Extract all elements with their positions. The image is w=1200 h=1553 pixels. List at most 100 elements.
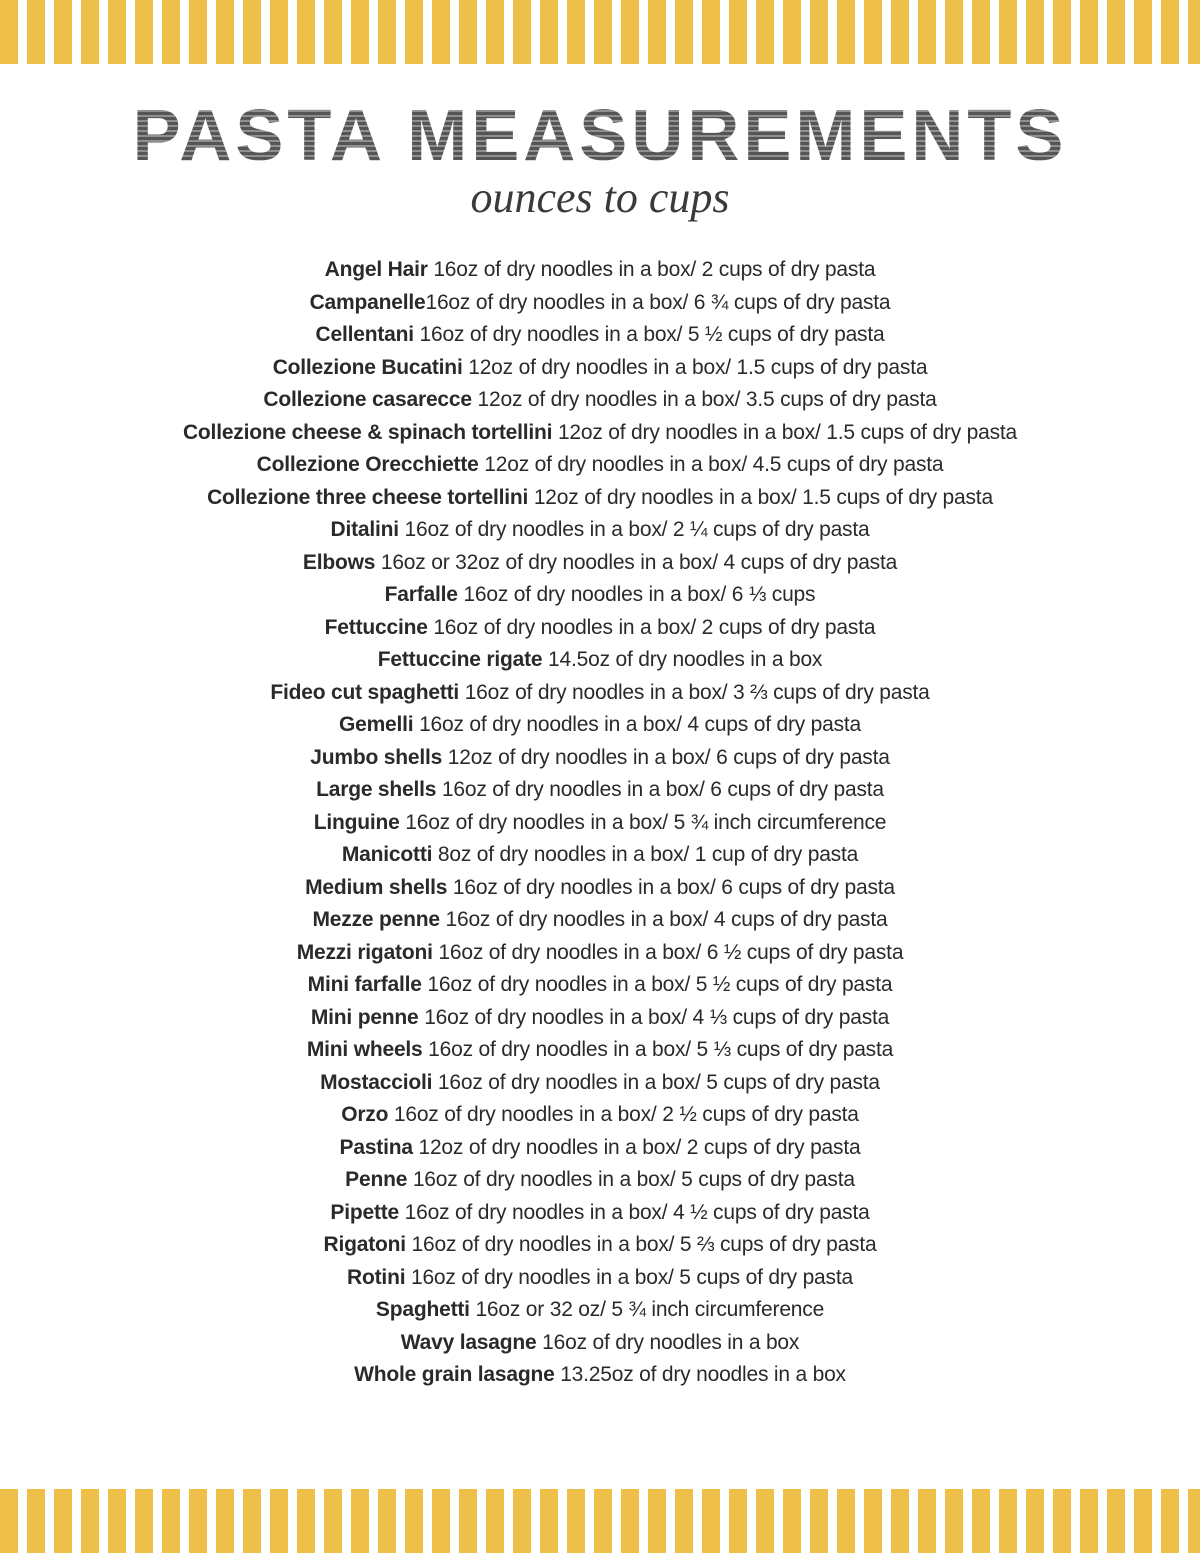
pasta-row: Pipette 16oz of dry noodles in a box/ 4 …	[60, 1197, 1140, 1230]
pasta-name: Fettuccine	[325, 616, 434, 639]
pasta-desc: 16oz of dry noodles in a box/ 2 cups of …	[433, 616, 875, 639]
pasta-desc: 16oz of dry noodles in a box/ 4 ⅓ cups o…	[424, 1006, 889, 1029]
pasta-row: Gemelli 16oz of dry noodles in a box/ 4 …	[60, 709, 1140, 742]
pasta-name: Collezione cheese & spinach tortellini	[183, 421, 558, 444]
pasta-name: Linguine	[314, 811, 406, 834]
pasta-row: Wavy lasagne 16oz of dry noodles in a bo…	[60, 1327, 1140, 1360]
pasta-row: Mezze penne 16oz of dry noodles in a box…	[60, 904, 1140, 937]
pasta-desc: 12oz of dry noodles in a box/ 2 cups of …	[418, 1136, 860, 1159]
pasta-desc: 12oz of dry noodles in a box/ 1.5 cups o…	[468, 356, 927, 379]
pasta-row: Collezione three cheese tortellini 12oz …	[60, 482, 1140, 515]
pasta-name: Elbows	[303, 551, 381, 574]
pasta-name: Fettuccine rigate	[378, 648, 548, 671]
pasta-desc: 16oz or 32oz of dry noodles in a box/ 4 …	[381, 551, 897, 574]
pasta-desc: 16oz of dry noodles in a box/ 5 ⅔ cups o…	[412, 1233, 877, 1256]
content-area: PASTA MEASUREMENTS ounces to cups Angel …	[0, 0, 1200, 1482]
pasta-row: Collezione cheese & spinach tortellini 1…	[60, 417, 1140, 450]
page-subtitle: ounces to cups	[60, 176, 1140, 220]
pasta-name: Rotini	[347, 1266, 411, 1289]
pasta-desc: 16oz of dry noodles in a box/ 4 cups of …	[419, 713, 861, 736]
pasta-name: Gemelli	[339, 713, 419, 736]
pasta-row: Manicotti 8oz of dry noodles in a box/ 1…	[60, 839, 1140, 872]
page-title: PASTA MEASUREMENTS	[133, 100, 1068, 172]
pasta-desc: 16oz of dry noodles in a box/ 4 cups of …	[445, 908, 887, 931]
pasta-name: Medium shells	[305, 876, 453, 899]
pasta-row: Farfalle 16oz of dry noodles in a box/ 6…	[60, 579, 1140, 612]
pasta-name: Fideo cut spaghetti	[270, 681, 464, 704]
pasta-name: Collezione casarecce	[263, 388, 477, 411]
pasta-row: Spaghetti 16oz or 32 oz/ 5 ¾ inch circum…	[60, 1294, 1140, 1327]
pasta-row: Fettuccine rigate 14.5oz of dry noodles …	[60, 644, 1140, 677]
pasta-row: Whole grain lasagne 13.25oz of dry noodl…	[60, 1359, 1140, 1392]
pasta-row: Cellentani 16oz of dry noodles in a box/…	[60, 319, 1140, 352]
pasta-row: Rigatoni 16oz of dry noodles in a box/ 5…	[60, 1229, 1140, 1262]
pasta-name: Ditalini	[331, 518, 405, 541]
pasta-row: Fettuccine 16oz of dry noodles in a box/…	[60, 612, 1140, 645]
pasta-desc: 16oz of dry noodles in a box/ 2 ½ cups o…	[394, 1103, 859, 1126]
pasta-row: Mostaccioli 16oz of dry noodles in a box…	[60, 1067, 1140, 1100]
pasta-row: Ditalini 16oz of dry noodles in a box/ 2…	[60, 514, 1140, 547]
pasta-desc: 16oz of dry noodles in a box/ 5 ⅓ cups o…	[428, 1038, 893, 1061]
pasta-row: Mezzi rigatoni 16oz of dry noodles in a …	[60, 937, 1140, 970]
pasta-name: Manicotti	[342, 843, 438, 866]
pasta-row: Mini penne 16oz of dry noodles in a box/…	[60, 1002, 1140, 1035]
pasta-desc: 12oz of dry noodles in a box/ 3.5 cups o…	[478, 388, 937, 411]
bottom-stripe-border	[0, 1489, 1200, 1553]
pasta-name: Spaghetti	[376, 1298, 476, 1321]
pasta-desc: 16oz of dry noodles in a box/ 3 ⅔ cups o…	[465, 681, 930, 704]
top-stripe-border	[0, 0, 1200, 64]
pasta-row: Mini farfalle 16oz of dry noodles in a b…	[60, 969, 1140, 1002]
pasta-name: Whole grain lasagne	[354, 1363, 560, 1386]
pasta-row: Collezione casarecce 12oz of dry noodles…	[60, 384, 1140, 417]
pasta-name: Mezze penne	[313, 908, 446, 931]
pasta-name: Pastina	[340, 1136, 419, 1159]
pasta-row: Collezione Orecchiette 12oz of dry noodl…	[60, 449, 1140, 482]
pasta-name: Large shells	[316, 778, 442, 801]
pasta-row: Medium shells 16oz of dry noodles in a b…	[60, 872, 1140, 905]
pasta-name: Rigatoni	[324, 1233, 412, 1256]
pasta-name: Collezione Orecchiette	[257, 453, 485, 476]
pasta-list: Angel Hair 16oz of dry noodles in a box/…	[60, 254, 1140, 1392]
pasta-desc: 12oz of dry noodles in a box/ 1.5 cups o…	[534, 486, 993, 509]
pasta-desc: 16oz of dry noodles in a box/ 2 ¼ cups o…	[405, 518, 870, 541]
pasta-desc: 16oz or 32 oz/ 5 ¾ inch circumference	[475, 1298, 824, 1321]
pasta-name: Orzo	[341, 1103, 394, 1126]
pasta-row: Jumbo shells 12oz of dry noodles in a bo…	[60, 742, 1140, 775]
pasta-name: Mini farfalle	[308, 973, 428, 996]
pasta-name: Campanelle	[310, 291, 426, 314]
pasta-desc: 16oz of dry noodles in a box/ 5 ¾ inch c…	[405, 811, 886, 834]
pasta-desc: 14.5oz of dry noodles in a box	[548, 648, 822, 671]
pasta-desc: 16oz of dry noodles in a box/ 5 ½ cups o…	[427, 973, 892, 996]
pasta-name: Pipette	[330, 1201, 404, 1224]
pasta-name: Mini wheels	[307, 1038, 428, 1061]
pasta-row: Orzo 16oz of dry noodles in a box/ 2 ½ c…	[60, 1099, 1140, 1132]
pasta-row: Pastina 12oz of dry noodles in a box/ 2 …	[60, 1132, 1140, 1165]
pasta-desc: 16oz of dry noodles in a box/ 6 cups of …	[453, 876, 895, 899]
pasta-desc: 16oz of dry noodles in a box/ 5 ½ cups o…	[420, 323, 885, 346]
pasta-desc: 16oz of dry noodles in a box/ 6 cups of …	[442, 778, 884, 801]
pasta-desc: 8oz of dry noodles in a box/ 1 cup of dr…	[438, 843, 858, 866]
pasta-row: Linguine 16oz of dry noodles in a box/ 5…	[60, 807, 1140, 840]
pasta-row: Angel Hair 16oz of dry noodles in a box/…	[60, 254, 1140, 287]
pasta-name: Mini penne	[311, 1006, 424, 1029]
pasta-desc: 12oz of dry noodles in a box/ 1.5 cups o…	[558, 421, 1017, 444]
pasta-desc: 16oz of dry noodles in a box	[542, 1331, 799, 1354]
pasta-desc: 16oz of dry noodles in a box/ 4 ½ cups o…	[405, 1201, 870, 1224]
pasta-name: Jumbo shells	[310, 746, 447, 769]
pasta-desc: 12oz of dry noodles in a box/ 4.5 cups o…	[484, 453, 943, 476]
pasta-desc: 16oz of dry noodles in a box/ 6 ½ cups o…	[438, 941, 903, 964]
pasta-row: Collezione Bucatini 12oz of dry noodles …	[60, 352, 1140, 385]
pasta-row: Rotini 16oz of dry noodles in a box/ 5 c…	[60, 1262, 1140, 1295]
pasta-row: Campanelle16oz of dry noodles in a box/ …	[60, 287, 1140, 320]
pasta-row: Elbows 16oz or 32oz of dry noodles in a …	[60, 547, 1140, 580]
pasta-desc: 16oz of dry noodles in a box/ 5 cups of …	[438, 1071, 880, 1094]
pasta-desc: 12oz of dry noodles in a box/ 6 cups of …	[448, 746, 890, 769]
pasta-row: Penne 16oz of dry noodles in a box/ 5 cu…	[60, 1164, 1140, 1197]
pasta-desc: 13.25oz of dry noodles in a box	[560, 1363, 846, 1386]
pasta-desc: 16oz of dry noodles in a box/ 5 cups of …	[411, 1266, 853, 1289]
pasta-name: Farfalle	[385, 583, 464, 606]
pasta-name: Collezione three cheese tortellini	[207, 486, 534, 509]
pasta-name: Angel Hair	[325, 258, 434, 281]
pasta-row: Mini wheels 16oz of dry noodles in a box…	[60, 1034, 1140, 1067]
pasta-name: Wavy lasagne	[401, 1331, 542, 1354]
